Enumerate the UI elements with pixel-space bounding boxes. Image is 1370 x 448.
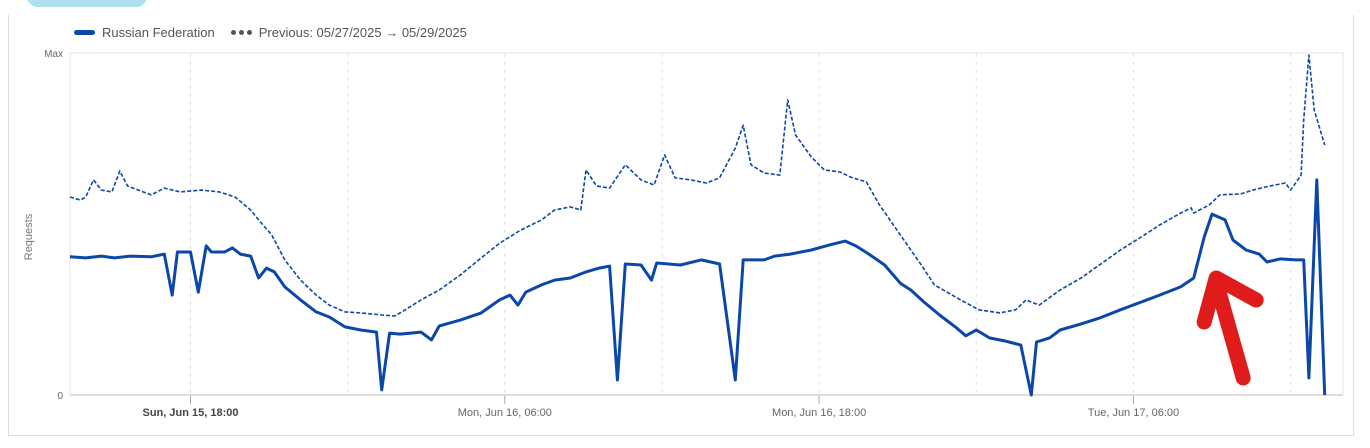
solid-line-swatch-icon [74,30,95,35]
x-tick-label: Sun, Jun 15, 18:00 [142,407,238,419]
previous-period-line [69,54,1326,317]
current-series-line [69,178,1327,397]
legend-item-current[interactable]: Russian Federation [74,25,215,40]
legend-label: Previous: 05/27/2025 → 05/29/2025 [258,25,467,40]
x-tick-label: Mon, Jun 16, 18:00 [772,407,866,419]
chart-card [8,15,1354,436]
legend-label: Russian Federation [102,25,215,40]
y-tick-label: 0 [57,391,63,402]
legend-item-previous[interactable]: Previous: 05/27/2025 → 05/29/2025 [230,25,467,40]
legend: Russian Federation Previous: 05/27/2025 … [74,25,483,40]
y-tick-label: Max [44,49,63,60]
plot-area [69,52,1344,396]
x-tick-label: Tue, Jun 17, 06:00 [1088,407,1179,419]
red-arrow-annotation-icon [1196,270,1264,386]
dashed-line-swatch-icon [230,30,252,35]
x-tick-label: Mon, Jun 16, 06:00 [458,407,552,419]
filter-pill[interactable] [27,0,147,7]
y-axis-label: Requests [23,213,35,260]
